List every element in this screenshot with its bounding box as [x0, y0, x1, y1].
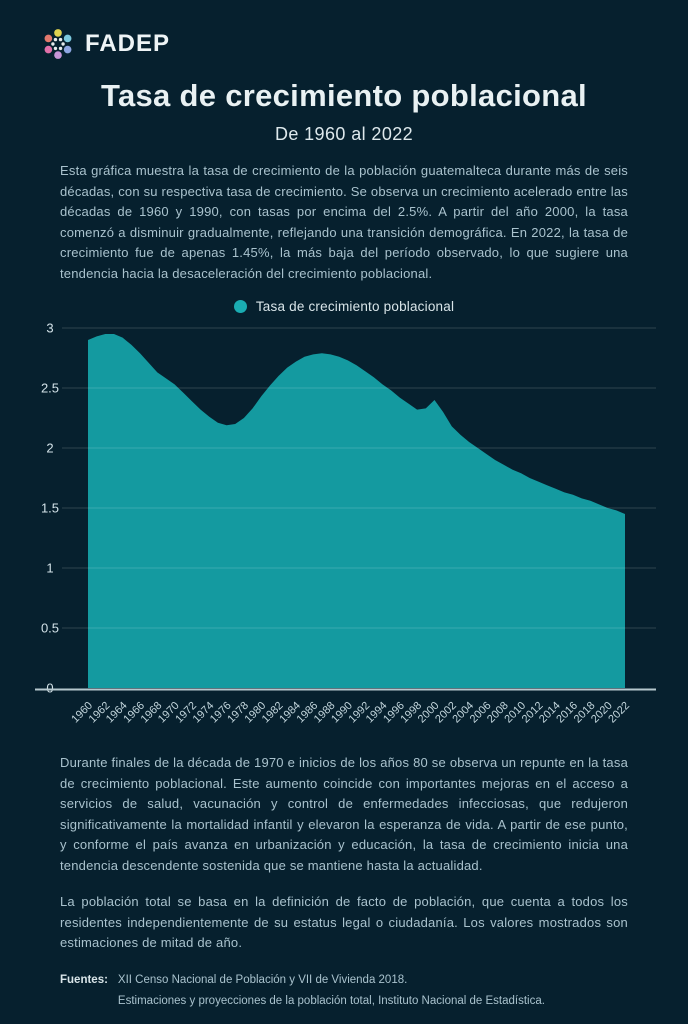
source-line: Estimaciones y proyecciones de la poblac…: [117, 994, 545, 1007]
sources-lines: XII Censo Nacional de Población y VII de…: [118, 970, 545, 1011]
area-chart-canvas: 00.511.522.53196019621964196619681970197…: [35, 321, 656, 726]
svg-text:1: 1: [46, 561, 53, 576]
fadep-logo-icon: [44, 29, 72, 59]
svg-text:1.5: 1.5: [41, 501, 59, 516]
svg-text:0: 0: [46, 681, 53, 696]
fadep-logo: FADEP: [40, 24, 688, 64]
sources-block: Fuentes: XII Censo Nacional de Población…: [60, 970, 628, 1011]
logo-text: FADEP: [85, 30, 171, 57]
methodology-paragraph: La población total se basa en la definic…: [60, 894, 628, 951]
intro-paragraph: Esta gráfica muestra la tasa de crecimie…: [60, 163, 628, 281]
chart-legend: Tasa de crecimiento poblacional: [0, 299, 688, 314]
growth-rate-chart: 0 0.5 1 1.5 2 2.5 3 1960 1962 1964 1966 1968 1970 197…: [0, 321, 688, 739]
legend-dot-icon: [233, 300, 247, 314]
analysis-paragraph: Durante finales de la década de 1970 e i…: [60, 755, 628, 873]
svg-text:0.5: 0.5: [41, 621, 59, 636]
svg-text:3: 3: [46, 322, 53, 336]
svg-text:2: 2: [46, 441, 53, 456]
legend-label: Tasa de crecimiento poblacional: [255, 299, 455, 315]
page-subtitle: De 1960 al 2022: [274, 124, 414, 144]
svg-text:2.5: 2.5: [41, 381, 59, 396]
source-line: XII Censo Nacional de Población y VII de…: [117, 973, 408, 986]
sources-label: Fuentes:: [60, 973, 108, 986]
page-title: Tasa de crecimiento poblacional: [101, 78, 587, 113]
